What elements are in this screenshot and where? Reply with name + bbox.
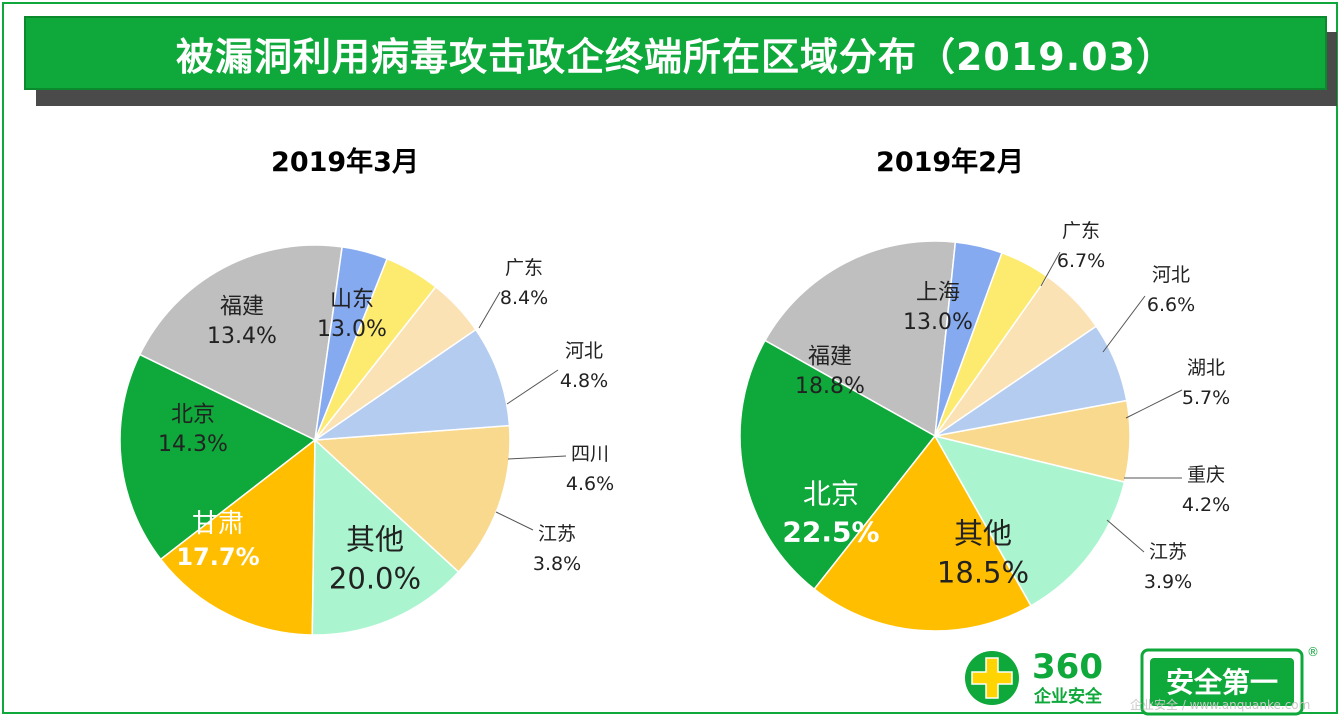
slice-label-广东: 广东 (1062, 220, 1100, 242)
slogan-box (1150, 658, 1294, 706)
slice-label-四川: 四川 (571, 443, 609, 465)
slice-label-重庆: 重庆 (1187, 464, 1225, 486)
slice-value-湖北: 5.7% (1182, 387, 1230, 409)
pie-slice-江苏 (934, 241, 1003, 437)
pie-slice-山东 (313, 424, 511, 573)
pie-slices (119, 244, 511, 636)
slice-label-福建: 福建 (808, 344, 852, 369)
slice-label-北京: 北京 (171, 402, 215, 427)
slice-value-北京: 22.5% (782, 515, 879, 548)
pie-slice-北京 (739, 339, 937, 591)
slogan-text: 安全第一 (1166, 666, 1278, 699)
pie-slice-福建 (813, 434, 1033, 632)
slice-label-其他: 其他 (346, 522, 404, 556)
leader-line-湖北 (1125, 389, 1183, 419)
slice-value-福建: 13.4% (207, 324, 277, 349)
pie-slice-其他 (138, 244, 343, 442)
slice-value-其他: 20.0% (329, 561, 421, 595)
slice-label-河北: 河北 (565, 340, 603, 362)
pie-labels: 其他 18.5% 北京 22.5% 福建 18.8% 上海 13.0% 广东 6.7% 河北 6.6%… (782, 220, 1230, 593)
slice-value-甘肃: 17.7% (176, 543, 259, 571)
pie-slice-福建 (311, 438, 460, 636)
slice-value-四川: 4.6% (566, 473, 614, 495)
slice-value-重庆: 4.2% (1182, 494, 1230, 516)
pie-slices (739, 240, 1131, 632)
leader-line-河北 (506, 369, 559, 405)
leader-line-江苏 (1106, 519, 1145, 553)
leader-line-河北 (1102, 295, 1146, 353)
pie-slice-甘肃 (119, 353, 317, 561)
slice-value-江苏: 3.8% (533, 553, 581, 575)
leader-line-广东 (478, 291, 501, 329)
pie-slice-广东 (312, 328, 511, 441)
slice-label-上海: 上海 (916, 280, 960, 305)
pie-slice-江苏 (314, 246, 389, 441)
slice-value-北京: 14.3% (158, 432, 228, 457)
chart-title-march: 2019年3月 (271, 147, 419, 178)
slice-label-福建: 福建 (220, 294, 264, 319)
pie-labels: 其他 20.0% 甘肃 17.7% 北京 14.3% 福建 13.4% 山东 13.0% 广东 8.4… (158, 257, 614, 595)
leader-line-广东 (1040, 251, 1061, 287)
logo-number: 360 (1032, 647, 1103, 687)
pie-slice-北京 (159, 438, 316, 636)
slice-label-甘肃: 甘肃 (192, 509, 244, 539)
slice-value-上海: 13.0% (903, 310, 973, 335)
leader-line-四川 (507, 455, 567, 460)
slice-value-山东: 13.0% (317, 317, 387, 342)
slice-label-北京: 北京 (803, 478, 859, 511)
registered-mark: ® (1307, 645, 1319, 659)
slice-label-湖北: 湖北 (1187, 357, 1225, 379)
logo-plus-icon (971, 657, 1013, 699)
slice-label-江苏: 江苏 (1149, 541, 1187, 563)
slice-value-福建: 18.8% (795, 374, 865, 399)
brand-logo: 360 企业安全 安全第一 ® (965, 645, 1319, 716)
watermark: 企业安全 / www.anquanke.com (1130, 698, 1311, 712)
page-title: 被漏洞利用病毒攻击政企终端所在区域分布（2019.03） (24, 16, 1327, 90)
pie-slice-上海 (933, 434, 1126, 607)
chart-title-february: 2019年2月 (876, 147, 1024, 178)
slice-value-其他: 18.5% (937, 555, 1029, 589)
slice-value-江苏: 3.9% (1144, 571, 1192, 593)
pie-slice-其他 (763, 240, 957, 438)
logo-sub: 企业安全 (1033, 686, 1103, 707)
slice-value-广东: 6.7% (1057, 250, 1105, 272)
leader-line-江苏 (495, 511, 534, 531)
slice-value-广东: 8.4% (500, 287, 548, 309)
slice-value-河北: 4.8% (560, 370, 608, 392)
slice-label-山东: 山东 (330, 287, 374, 312)
slice-label-广东: 广东 (505, 257, 543, 279)
slice-label-其他: 其他 (954, 516, 1012, 550)
slice-label-江苏: 江苏 (538, 523, 576, 545)
slice-label-河北: 河北 (1152, 264, 1190, 286)
slice-value-河北: 6.6% (1147, 294, 1195, 316)
